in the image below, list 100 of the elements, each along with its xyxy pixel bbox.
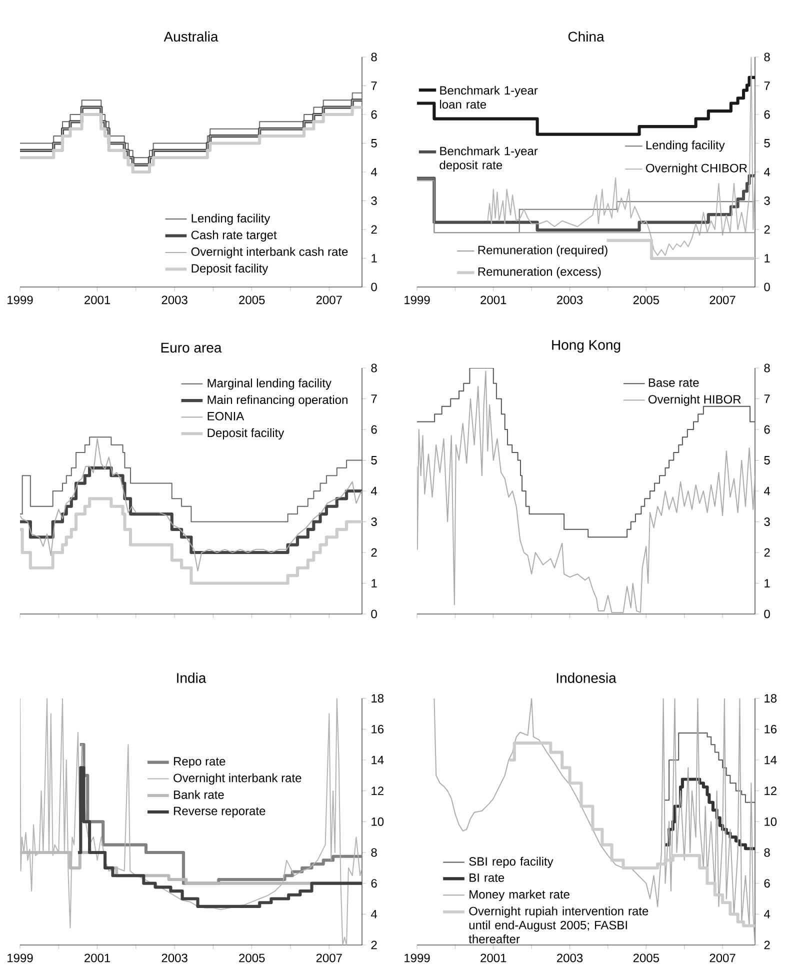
y-tick-label: 8 <box>764 364 770 372</box>
x-tick-label: 2001 <box>84 296 110 304</box>
chart-title: Euro area <box>161 342 222 353</box>
y-tick-label: 6 <box>764 879 770 888</box>
y-tick-label: 7 <box>764 82 770 90</box>
y-tick-label: 2 <box>764 548 770 557</box>
y-tick-label: 18 <box>764 694 777 703</box>
y-tick-label: 4 <box>764 486 770 496</box>
x-tick-label: 2005 <box>633 296 659 304</box>
y-tick-label: 10 <box>372 817 384 826</box>
chart-title: Indonesia <box>556 672 616 683</box>
legend-label: BI rate <box>470 874 504 882</box>
y-tick-label: 5 <box>764 456 770 464</box>
legend-label: Reverse reporate <box>174 806 266 818</box>
y-tick-label: 6 <box>371 110 377 119</box>
legend-label: Bank rate <box>174 790 224 799</box>
x-tick-label: 1999 <box>8 296 33 304</box>
legend-label: Remuneration (excess) <box>478 267 601 278</box>
y-tick-label: 4 <box>370 168 378 176</box>
y-tick-label: 14 <box>372 756 384 764</box>
legend-label: SBI repo facility <box>469 856 554 868</box>
y-tick-label: 2 <box>371 225 377 234</box>
y-tick-label: 8 <box>764 848 770 857</box>
x-tick-label: 2007 <box>710 296 736 304</box>
x-tick-label: 2003 <box>557 954 583 962</box>
x-tick-label: 2005 <box>239 954 265 962</box>
legend-label: Money market rate <box>470 890 570 901</box>
y-tick-label: 5 <box>371 139 377 148</box>
y-tick-label: 5 <box>371 456 377 464</box>
legend-label: Cash rate target <box>191 230 277 242</box>
y-tick-label: 8 <box>764 52 770 62</box>
legend-label: Marginal lending facility <box>208 378 332 390</box>
x-tick-label: 2003 <box>162 296 188 304</box>
y-tick-label: 0 <box>371 282 377 292</box>
y-tick-label: 12 <box>372 786 384 796</box>
y-tick-label: 0 <box>371 610 377 618</box>
x-tick-label: 1999 <box>404 954 430 962</box>
y-tick-label: 7 <box>371 82 377 90</box>
chart-title: Hong Kong <box>552 340 620 353</box>
y-tick-label: 0 <box>764 610 770 618</box>
x-tick-label: 2001 <box>480 296 506 304</box>
legend-label: Lending facility <box>646 140 725 152</box>
y-tick-label: 10 <box>764 817 777 826</box>
x-tick-label: 2005 <box>239 296 265 304</box>
y-tick-label: 5 <box>764 139 770 148</box>
y-tick-label: 2 <box>764 940 770 950</box>
y-tick-label: 4 <box>370 910 378 918</box>
x-tick-label: 2001 <box>84 954 110 962</box>
y-tick-label: 6 <box>371 879 377 888</box>
y-tick-label: 1 <box>372 579 377 588</box>
legend-label: Main refinancing operation <box>208 395 348 406</box>
chart-title: Australia <box>164 31 218 42</box>
legend-label: Benchmark 1-year loan rate <box>440 86 538 109</box>
x-tick-label: 2003 <box>557 296 583 304</box>
y-tick-label: 2 <box>371 548 377 557</box>
legend-label: Overnight CHIBOR <box>646 164 747 175</box>
legend-label: Overnight interbank cash rate <box>191 247 348 258</box>
y-tick-label: 7 <box>764 394 770 403</box>
x-tick-label: 2001 <box>480 954 506 962</box>
y-tick-label: 12 <box>764 786 776 796</box>
y-tick-label: 4 <box>764 910 770 918</box>
y-tick-label: 8 <box>371 848 377 857</box>
x-tick-label: 1999 <box>404 296 430 304</box>
y-tick-label: 8 <box>371 52 377 62</box>
legend-label: Benchmark 1-year deposit rate <box>440 146 538 172</box>
y-tick-label: 3 <box>764 196 770 205</box>
y-tick-label: 6 <box>764 110 770 119</box>
legend-label: Overnight interbank rate <box>174 773 302 785</box>
y-tick-label: 3 <box>371 196 377 205</box>
legend-label: EONIA <box>208 412 244 420</box>
x-tick-label: 2007 <box>316 296 342 304</box>
legend-label: Deposit facility <box>208 428 284 440</box>
y-tick-label: 14 <box>764 756 777 764</box>
y-tick-label: 3 <box>371 517 377 526</box>
legend-label: Lending facility <box>192 214 270 225</box>
y-tick-label: 2 <box>764 225 770 234</box>
y-tick-label: 6 <box>371 425 377 434</box>
y-tick-label: 6 <box>764 425 770 434</box>
y-tick-label: 16 <box>372 724 384 734</box>
y-tick-label: 1 <box>764 254 770 262</box>
y-tick-label: 4 <box>764 168 770 176</box>
legend-label: Overnight HIBOR <box>648 394 741 406</box>
legend-label: Deposit facility <box>192 264 268 275</box>
y-tick-label: 8 <box>371 364 377 372</box>
legend-label: Overnight rupiah intervention rate until end-August 2005; FASBI thereafter <box>468 906 648 944</box>
y-tick-label: 1 <box>764 579 770 588</box>
y-tick-label: 0 <box>764 282 770 292</box>
chart-title: India <box>177 672 206 683</box>
x-tick-label: 2005 <box>633 954 659 962</box>
y-tick-label: 4 <box>370 486 378 496</box>
y-tick-label: 2 <box>371 940 377 950</box>
y-tick-label: 16 <box>764 724 777 734</box>
x-tick-label: 2007 <box>316 954 342 962</box>
y-tick-label: 7 <box>371 394 377 403</box>
legend-label: Repo rate <box>174 757 226 768</box>
legend-label: Base rate <box>648 378 699 387</box>
x-tick-label: 2007 <box>710 954 736 962</box>
chart-title: China <box>568 31 604 42</box>
legend-label: Remuneration (required) <box>478 245 608 257</box>
y-tick-label: 18 <box>372 694 384 703</box>
